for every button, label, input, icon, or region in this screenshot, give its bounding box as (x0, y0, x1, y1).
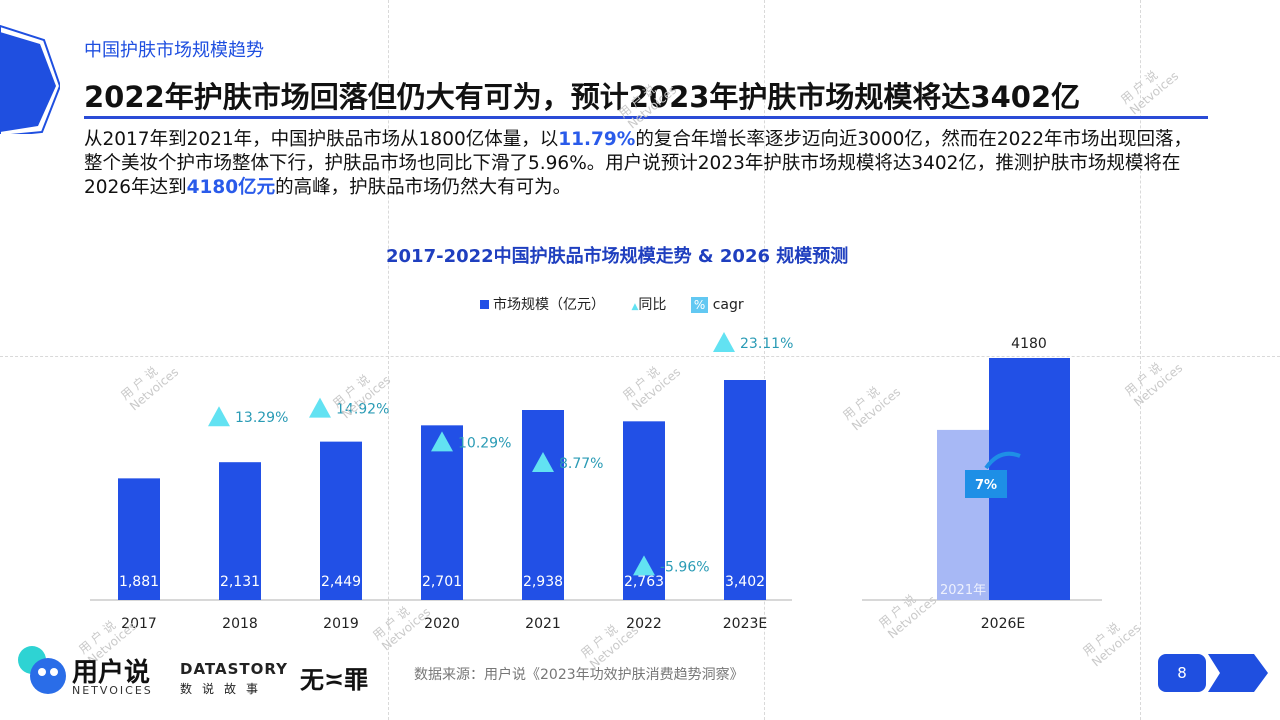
page-title: 2022年护肤市场回落但仍大有可为，预计2023年护肤市场规模将达3402亿 (84, 80, 1081, 114)
bar-2023E (724, 380, 766, 600)
legend-triangle-icon: ▲ (631, 302, 639, 312)
growth-triangle (431, 431, 453, 452)
bar-2019 (320, 441, 362, 600)
next-arrow-icon[interactable] (1208, 654, 1268, 692)
netvoices-logo-icon (18, 646, 66, 694)
x-tick-label: 2021 (525, 616, 561, 632)
logo-text: 用户说 (72, 658, 151, 688)
page-number: 8 (1158, 654, 1206, 692)
watermark: 用 户 说 Netvoices (620, 363, 684, 414)
bar-value-label: 2,449 (321, 574, 361, 590)
bar-value-label: 2,701 (422, 574, 462, 590)
summary-paragraph: 从2017年到2021年，中国护肤品市场从1800亿体量，以11.79%的复合年… (84, 128, 1204, 200)
watermark: 用 户 说 Netvoices (1118, 67, 1182, 118)
bar-2020 (421, 425, 463, 600)
growth-label: 10.29% (458, 435, 511, 451)
summary-text: 从2017年到2021年，中国护肤品市场从1800亿体量，以 (84, 129, 559, 150)
corner-hexagon-icon (0, 24, 60, 134)
x-tick-label: 2026E (981, 616, 1025, 632)
legend-cagr-label: cagr (712, 297, 744, 313)
bar-2026E (989, 358, 1070, 600)
growth-label: 23.11% (740, 336, 793, 352)
bar-value-label: 3,402 (725, 574, 765, 590)
watermark: 用 户 说 Netvoices (118, 363, 182, 414)
legend-cagr-icon: % (690, 297, 709, 313)
legend-bar-label: 市场规模（亿元） (493, 297, 605, 313)
x-tick-label: 2023E (723, 616, 767, 632)
cagr-badge-label: 7% (975, 478, 997, 493)
legend-triangle-label: 同比 (638, 297, 667, 313)
bar-2017 (118, 478, 160, 600)
watermark: 用 户 说 Netvoices (330, 371, 394, 422)
datastory-logo: DATASTORY (180, 660, 288, 678)
growth-label: 13.29% (235, 410, 288, 426)
growth-triangle (532, 452, 554, 473)
bar-value-label: 2,763 (624, 574, 664, 590)
grid-line (1140, 0, 1141, 720)
growth-triangle (208, 406, 230, 427)
growth-label: -5.96% (660, 559, 710, 575)
grid-line (388, 0, 389, 720)
cagr-arrow-icon (984, 451, 1021, 470)
watermark: 用 户 说 Netvoices (876, 591, 940, 642)
data-source: 数据来源：用户说《2023年功效护肤消费趋势洞察》 (414, 667, 744, 683)
x-tick-label: 2018 (222, 616, 258, 632)
growth-triangle (633, 555, 655, 576)
title-underline (84, 116, 1208, 119)
summary-text: 的高峰，护肤品市场仍然大有可为。 (275, 177, 572, 198)
bar-value-label: 2,131 (220, 574, 260, 590)
forecast-highlight: 4180亿元 (186, 177, 276, 198)
bar-base-label: 2021年 (940, 583, 986, 598)
chart-title: 2017-2022中国护肤品市场规模走势 & 2026 规模预测 (386, 246, 849, 267)
growth-triangle (713, 332, 735, 352)
watermark: 用 户 说 Netvoices (1122, 359, 1186, 410)
bar-2022 (623, 421, 665, 600)
growth-label: 8.77% (559, 456, 603, 472)
grid-line (0, 356, 1280, 357)
datastory-subtext: 数说故事 (180, 682, 269, 696)
bar-value-label: 1,881 (119, 574, 159, 590)
grid-line (764, 0, 765, 720)
bar-2021-base (937, 429, 1001, 600)
bar-2021 (522, 410, 564, 600)
chart-legend: 市场规模（亿元） ▲同比 % cagr (480, 294, 744, 314)
section-subtitle: 中国护肤市场规模趋势 (84, 40, 264, 61)
growth-triangle (309, 397, 331, 418)
x-tick-label: 2019 (323, 616, 359, 632)
watermark: 用 户 说 Netvoices (840, 383, 904, 434)
legend-bar-swatch (480, 300, 489, 309)
cagr-badge (965, 470, 1007, 498)
cagr-highlight: 11.79% (558, 129, 636, 150)
partner-logo: 无≍罪 (300, 666, 369, 694)
bar-value-label: 4180 (1011, 336, 1047, 352)
watermark: 用 户 说 Netvoices (578, 621, 642, 672)
bar-2018 (219, 462, 261, 600)
bar-value-label: 2,938 (523, 574, 563, 590)
summary-text: 的复合年增长率逐步迈向近3000亿，然而在2022年市场出现回落，整个美妆个护市… (84, 129, 1192, 198)
logo-subtext: NETVOICES (72, 684, 153, 697)
watermark: 用 户 说 Netvoices (370, 603, 434, 654)
watermark: 用 户 说 Netvoices (1080, 619, 1144, 670)
